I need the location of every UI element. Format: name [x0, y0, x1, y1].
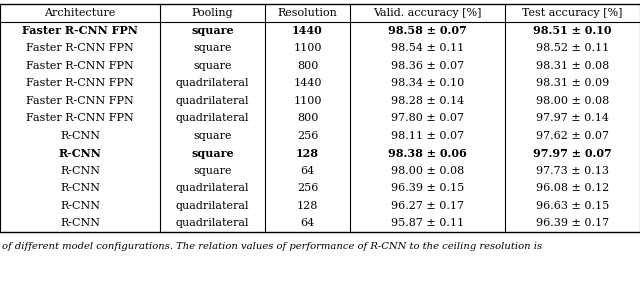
Text: 98.00 ± 0.08: 98.00 ± 0.08 — [391, 166, 464, 176]
Text: 98.31 ± 0.09: 98.31 ± 0.09 — [536, 78, 609, 88]
Text: R-CNN: R-CNN — [60, 183, 100, 193]
Text: R-CNN: R-CNN — [60, 201, 100, 211]
Text: square: square — [193, 43, 232, 53]
Text: quadrilateral: quadrilateral — [176, 113, 249, 123]
Text: Pooling: Pooling — [192, 8, 234, 18]
Text: Test accuracy [%]: Test accuracy [%] — [522, 8, 623, 18]
Text: 97.73 ± 0.13: 97.73 ± 0.13 — [536, 166, 609, 176]
Text: 98.34 ± 0.10: 98.34 ± 0.10 — [391, 78, 464, 88]
Text: Faster R-CNN FPN: Faster R-CNN FPN — [26, 43, 134, 53]
Text: 98.52 ± 0.11: 98.52 ± 0.11 — [536, 43, 609, 53]
Text: 64: 64 — [300, 166, 315, 176]
Text: Valid. accuracy [%]: Valid. accuracy [%] — [373, 8, 482, 18]
Text: 96.27 ± 0.17: 96.27 ± 0.17 — [391, 201, 464, 211]
Text: 1100: 1100 — [293, 43, 322, 53]
Text: 98.58 ± 0.07: 98.58 ± 0.07 — [388, 25, 467, 36]
Text: R-CNN: R-CNN — [59, 148, 101, 159]
Text: 98.38 ± 0.06: 98.38 ± 0.06 — [388, 148, 467, 159]
Text: 95.87 ± 0.11: 95.87 ± 0.11 — [391, 218, 464, 228]
Text: 98.00 ± 0.08: 98.00 ± 0.08 — [536, 96, 609, 106]
Text: 128: 128 — [296, 148, 319, 159]
Text: 64: 64 — [300, 218, 315, 228]
Text: quadrilateral: quadrilateral — [176, 78, 249, 88]
Text: quadrilateral: quadrilateral — [176, 218, 249, 228]
Text: R-CNN: R-CNN — [60, 166, 100, 176]
Text: 98.31 ± 0.08: 98.31 ± 0.08 — [536, 61, 609, 71]
Text: 96.08 ± 0.12: 96.08 ± 0.12 — [536, 183, 609, 193]
Text: quadrilateral: quadrilateral — [176, 201, 249, 211]
Text: R-CNN: R-CNN — [60, 131, 100, 141]
Text: 1100: 1100 — [293, 96, 322, 106]
Text: 1440: 1440 — [292, 25, 323, 36]
Text: 800: 800 — [297, 61, 318, 71]
Text: 96.39 ± 0.15: 96.39 ± 0.15 — [391, 183, 464, 193]
Text: 96.39 ± 0.17: 96.39 ± 0.17 — [536, 218, 609, 228]
Text: Faster R-CNN FPN: Faster R-CNN FPN — [22, 25, 138, 36]
Text: 97.97 ± 0.14: 97.97 ± 0.14 — [536, 113, 609, 123]
Text: 97.80 ± 0.07: 97.80 ± 0.07 — [391, 113, 464, 123]
Text: 97.62 ± 0.07: 97.62 ± 0.07 — [536, 131, 609, 141]
Text: Resolution: Resolution — [278, 8, 337, 18]
Text: 128: 128 — [297, 201, 318, 211]
Text: square: square — [193, 61, 232, 71]
Text: 256: 256 — [297, 131, 318, 141]
Text: 97.97 ± 0.07: 97.97 ± 0.07 — [533, 148, 612, 159]
Text: 98.28 ± 0.14: 98.28 ± 0.14 — [391, 96, 464, 106]
Text: of different model configurations. The relation values of performance of R-CNN t: of different model configurations. The r… — [2, 242, 542, 251]
Text: square: square — [193, 166, 232, 176]
Text: Faster R-CNN FPN: Faster R-CNN FPN — [26, 113, 134, 123]
Text: Faster R-CNN FPN: Faster R-CNN FPN — [26, 96, 134, 106]
Text: Architecture: Architecture — [44, 8, 116, 18]
Text: 98.36 ± 0.07: 98.36 ± 0.07 — [391, 61, 464, 71]
Text: 96.63 ± 0.15: 96.63 ± 0.15 — [536, 201, 609, 211]
Text: square: square — [191, 25, 234, 36]
Text: 98.11 ± 0.07: 98.11 ± 0.07 — [391, 131, 464, 141]
Text: 800: 800 — [297, 113, 318, 123]
Text: 1440: 1440 — [293, 78, 322, 88]
Text: square: square — [191, 148, 234, 159]
Text: 256: 256 — [297, 183, 318, 193]
Text: Faster R-CNN FPN: Faster R-CNN FPN — [26, 78, 134, 88]
Text: R-CNN: R-CNN — [60, 218, 100, 228]
Text: 98.51 ± 0.10: 98.51 ± 0.10 — [533, 25, 612, 36]
Text: 98.54 ± 0.11: 98.54 ± 0.11 — [391, 43, 464, 53]
Text: square: square — [193, 131, 232, 141]
Text: quadrilateral: quadrilateral — [176, 96, 249, 106]
Text: quadrilateral: quadrilateral — [176, 183, 249, 193]
Text: Faster R-CNN FPN: Faster R-CNN FPN — [26, 61, 134, 71]
